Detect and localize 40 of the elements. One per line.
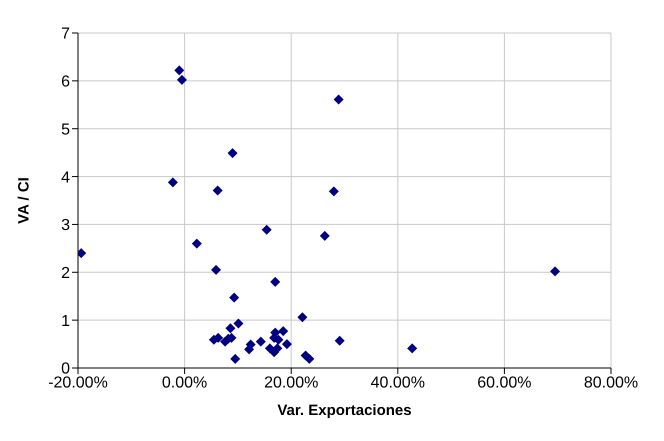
y-tick-label: 1 [61, 312, 70, 330]
point [225, 323, 236, 334]
y-tick-label: 5 [61, 121, 70, 138]
point [230, 354, 240, 364]
point [407, 343, 418, 354]
x-tick-label: 0.00% [162, 374, 208, 392]
point [256, 336, 266, 347]
point [272, 343, 282, 354]
point [334, 336, 345, 346]
y-tick-label: 2 [61, 264, 70, 282]
point [176, 74, 187, 85]
x-axis-title: Var. Exportaciones [277, 402, 412, 419]
point [192, 238, 202, 249]
y-tick-label: 6 [61, 74, 70, 91]
point [168, 177, 178, 188]
point [304, 354, 314, 364]
y-tick-label: 7 [61, 26, 70, 43]
y-axis-title: VA / CI [15, 177, 32, 224]
point [282, 339, 292, 350]
y-tick-label: 4 [61, 169, 70, 186]
x-tick-label: 80.00% [584, 374, 638, 392]
point [328, 186, 339, 196]
point [262, 224, 272, 235]
point [229, 292, 240, 303]
x-tick-label: 20.00% [264, 374, 318, 392]
point [233, 318, 244, 328]
point [297, 312, 308, 322]
point [550, 266, 560, 276]
point [228, 148, 238, 158]
point [270, 276, 280, 287]
point [212, 185, 223, 196]
x-tick-label: -20.00% [48, 374, 108, 392]
x-tick-label: 40.00% [370, 374, 425, 392]
point [211, 264, 222, 275]
x-tick-label: 60.00% [477, 374, 532, 392]
point [278, 326, 288, 336]
point [174, 65, 184, 76]
point [334, 94, 344, 105]
point [320, 230, 330, 241]
y-tick-label: 3 [61, 217, 70, 234]
